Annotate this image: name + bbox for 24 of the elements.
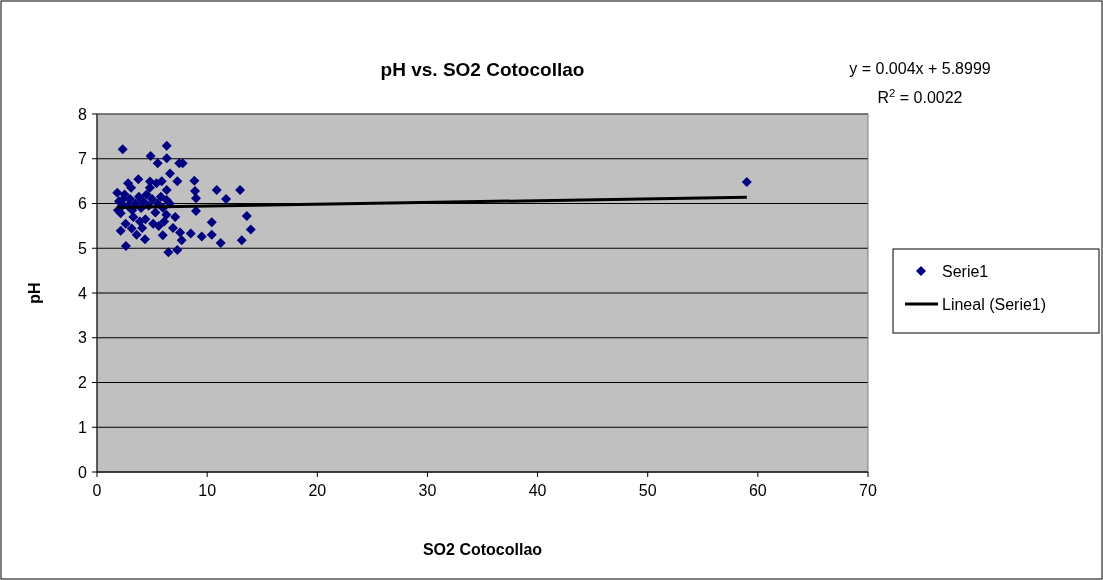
x-tick-label: 10 — [198, 482, 217, 499]
y-tick-label: 4 — [78, 284, 88, 302]
y-tick-label: 5 — [78, 239, 88, 257]
y-tick-label: 1 — [78, 418, 88, 436]
y-tick-label: 2 — [78, 374, 88, 392]
x-tick-label: 60 — [748, 482, 767, 499]
y-tick-label: 0 — [78, 463, 88, 481]
chart-title: pH vs. SO2 Cotocollao — [380, 59, 585, 80]
x-tick-label: 40 — [528, 482, 547, 499]
x-tick-label: 0 — [92, 482, 102, 499]
text: R$^{2}$ = 0.0022 — [877, 87, 963, 106]
x-tick-label: 70 — [859, 482, 877, 499]
legend-label: Serie1 — [942, 262, 989, 280]
legend-label: Lineal (Serie1) — [942, 295, 1047, 313]
y-tick-label: 7 — [78, 150, 88, 168]
y-tick-label: 3 — [78, 329, 88, 347]
y-tick-label: 6 — [78, 195, 88, 213]
x-tick-label: 50 — [638, 482, 657, 499]
text: y = 0.004x + 5.8999 — [849, 60, 991, 77]
y-tick-label: 8 — [78, 105, 88, 123]
x-axis-title: SO2 Cotocollao — [422, 541, 543, 558]
x-tick-label: 30 — [418, 482, 437, 499]
x-tick-label: 20 — [308, 482, 327, 499]
y-axis-title: pH — [26, 282, 43, 304]
